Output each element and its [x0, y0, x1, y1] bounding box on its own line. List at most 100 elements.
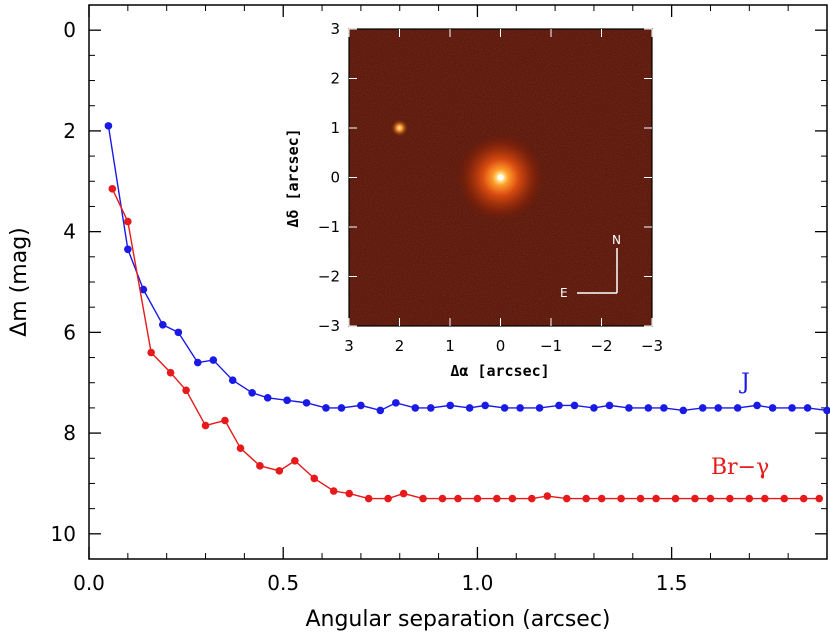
- series-point-0: [104, 122, 113, 130]
- series-point-0: [159, 321, 167, 329]
- series-point-0: [322, 404, 330, 412]
- inset-y-tick-label: 1: [330, 119, 340, 137]
- main-series-group: [104, 122, 830, 503]
- inset-x-tick-label: −2: [590, 337, 612, 355]
- series-point-0: [644, 404, 653, 412]
- series-point-1: [345, 489, 354, 498]
- series-point-1: [691, 494, 699, 503]
- y-tick-label: 8: [63, 421, 76, 445]
- series-point-0: [823, 406, 830, 415]
- inset-y-tick-label: 0: [330, 169, 340, 187]
- y-tick-label: 0: [63, 18, 76, 42]
- series-point-1: [454, 494, 462, 503]
- series-point-0: [768, 404, 777, 412]
- series-point-1: [473, 494, 482, 503]
- series-point-1: [508, 494, 517, 503]
- series-point-1: [147, 348, 155, 357]
- inset-y-axis-title: Δδ [arcsec]: [284, 128, 302, 227]
- series-point-0: [660, 404, 668, 412]
- series-point-0: [698, 404, 707, 412]
- x-axis-title: Angular separation (arcsec): [305, 607, 610, 632]
- y-tick-label: 2: [63, 119, 76, 143]
- series-point-0: [263, 394, 272, 402]
- inset-x-tick-label: 2: [395, 337, 405, 355]
- x-tick-label: 0.5: [267, 571, 299, 595]
- series-point-0: [337, 404, 346, 412]
- companion-star: [390, 119, 409, 137]
- series-point-1: [799, 494, 808, 503]
- series-point-1: [201, 421, 210, 430]
- series-point-1: [745, 494, 754, 503]
- inset-x-tick-label: 3: [344, 337, 354, 355]
- series-point-1: [671, 494, 680, 503]
- series-point-1: [780, 494, 789, 503]
- series-label-br-gamma: Br−γ: [711, 455, 769, 480]
- series-point-1: [543, 492, 552, 500]
- series-point-1: [329, 487, 338, 495]
- primary-star-core: [497, 174, 504, 181]
- y-tick-label: 4: [63, 220, 76, 244]
- series-point-1: [726, 494, 734, 503]
- series-point-0: [228, 376, 237, 385]
- series-point-1: [652, 494, 660, 503]
- series-point-1: [291, 456, 299, 465]
- series-point-1: [384, 494, 392, 503]
- inset-y-tick-label: −2: [318, 268, 340, 286]
- series-point-1: [582, 494, 590, 503]
- series-point-1: [636, 494, 645, 503]
- series-point-1: [310, 474, 319, 483]
- compass-east-label: E: [560, 286, 568, 300]
- series-point-1: [815, 494, 824, 503]
- x-tick-label: 1.0: [462, 571, 494, 595]
- y-tick-label: 10: [51, 522, 76, 546]
- series-point-1: [166, 368, 175, 377]
- series-line-1: [111, 188, 820, 500]
- y-tick-label: 6: [63, 320, 76, 344]
- inset-x-tick-label: −1: [540, 337, 562, 355]
- series-point-1: [364, 494, 373, 503]
- series-point-1: [256, 462, 264, 470]
- series-point-0: [139, 285, 148, 294]
- series-point-1: [124, 217, 132, 226]
- series-point-0: [446, 401, 455, 410]
- series-point-0: [411, 404, 420, 412]
- series-point-1: [597, 494, 606, 503]
- series-point-0: [357, 401, 365, 410]
- inset-y-tick-label: 2: [330, 70, 340, 88]
- compass-north-label: N: [612, 233, 621, 247]
- series-point-1: [761, 494, 769, 503]
- series-label-j: J: [739, 370, 750, 395]
- series-point-0: [535, 404, 544, 412]
- series-point-0: [209, 356, 218, 364]
- series-point-0: [679, 406, 688, 415]
- inset-y-tick-label: −1: [318, 218, 340, 236]
- series-point-0: [590, 404, 598, 412]
- series-point-0: [625, 404, 633, 412]
- series-point-0: [788, 404, 796, 412]
- inset-y-tick-label: −3: [318, 317, 340, 335]
- series-point-1: [275, 467, 284, 475]
- series-point-1: [108, 185, 117, 193]
- series-point-1: [528, 494, 536, 503]
- series-point-1: [419, 494, 427, 503]
- inset-x-tick-label: −3: [641, 337, 663, 355]
- inset-sources: [390, 119, 546, 223]
- series-point-1: [438, 494, 447, 503]
- series-point-0: [516, 404, 524, 412]
- series-point-1: [236, 444, 245, 453]
- series-point-1: [617, 494, 625, 503]
- inset-x-axis-title: Δα [arcsec]: [450, 362, 549, 380]
- series-point-0: [376, 406, 385, 415]
- x-tick-label: 1.5: [656, 571, 688, 595]
- series-point-1: [182, 386, 190, 395]
- series-point-0: [803, 404, 812, 412]
- series-point-0: [714, 404, 723, 412]
- series-point-0: [465, 404, 474, 412]
- series-point-0: [302, 399, 311, 407]
- series-point-1: [493, 494, 501, 503]
- series-point-0: [174, 328, 183, 337]
- series-point-0: [481, 401, 489, 410]
